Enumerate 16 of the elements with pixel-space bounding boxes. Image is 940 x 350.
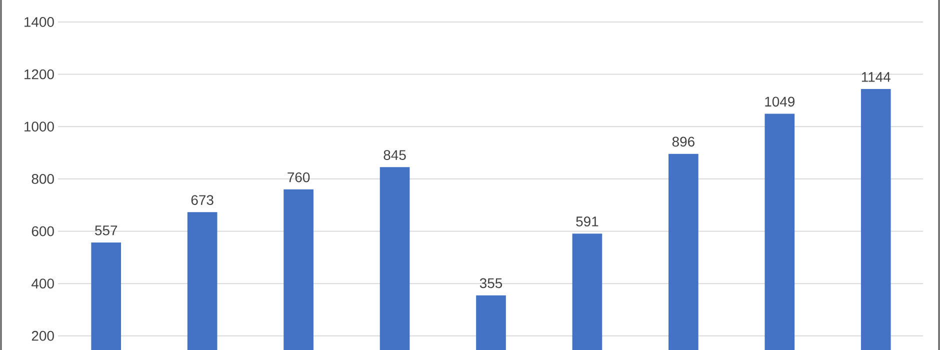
y-tick-label: 400 xyxy=(32,278,54,289)
y-tick-label: 800 xyxy=(32,174,54,184)
data-label: 355 xyxy=(480,278,502,288)
data-label: 896 xyxy=(672,136,694,147)
data-label: 1144 xyxy=(862,72,890,82)
data-label: 845 xyxy=(384,150,406,160)
y-tick-label: 1200 xyxy=(24,69,54,80)
data-label: 673 xyxy=(191,195,214,205)
y-tick-label: 1000 xyxy=(24,122,54,132)
data-label: 1049 xyxy=(765,96,794,107)
data-label: 591 xyxy=(576,216,598,226)
data-label: 760 xyxy=(288,172,310,182)
y-tick-label: 200 xyxy=(32,330,54,341)
y-tick-label: 600 xyxy=(32,226,54,236)
y-tick-label: 1400 xyxy=(24,17,54,27)
data-label: 557 xyxy=(95,226,118,236)
